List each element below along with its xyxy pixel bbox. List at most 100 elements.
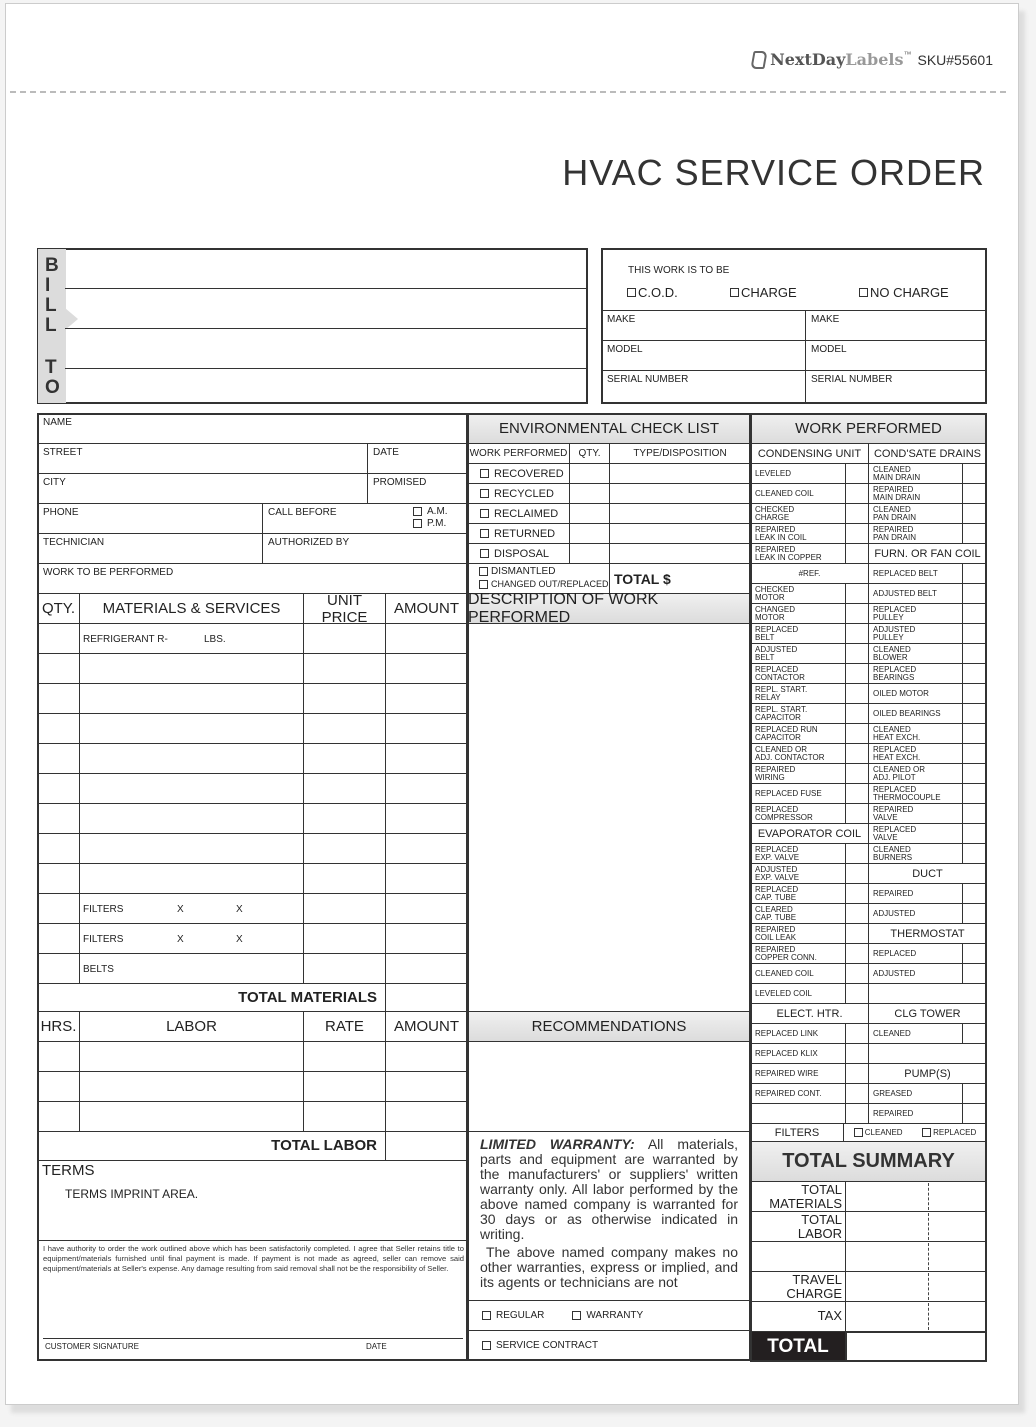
total-summary-title: TOTAL SUMMARY <box>750 1141 987 1182</box>
filters-replaced-option: REPLACED <box>922 1127 977 1138</box>
checkbox[interactable] <box>853 1128 863 1138</box>
checkbox[interactable] <box>482 1311 491 1320</box>
warranty-body-2: The above named company makes no other w… <box>480 1244 738 1290</box>
materials-row-text: FILTERS X X <box>79 923 304 954</box>
changed-label: CHANGED OUT/REPLACED <box>491 579 609 589</box>
am-option: A.M. <box>413 505 464 518</box>
make-field-right: MAKE <box>805 310 987 341</box>
materials-row-label: LBS. <box>204 634 226 645</box>
checkbox[interactable] <box>480 489 489 498</box>
changed-option: CHANGED OUT/REPLACED <box>479 578 609 590</box>
materials-row-label: X <box>177 904 184 915</box>
pm-option: P.M. <box>413 517 464 530</box>
summary-divider <box>928 1183 929 1210</box>
checkbox[interactable] <box>482 1341 491 1350</box>
checkbox[interactable] <box>859 288 868 297</box>
bill-to-letter: T <box>45 357 57 378</box>
serial-field-left: SERIAL NUMBER <box>601 370 806 404</box>
materials-row-label: FILTERS <box>83 904 124 915</box>
work-type-option: NO CHARGE <box>859 284 980 301</box>
summary-divider <box>928 1303 929 1330</box>
materials-row-label: X <box>236 934 243 945</box>
summary-divider <box>928 1243 929 1270</box>
dismantled-option: DISMANTLED <box>479 566 609 578</box>
bill-to-line <box>65 328 588 329</box>
pm-label: P.M. <box>427 518 447 529</box>
env-item-label: RECOVERED <box>494 467 564 480</box>
warranty-lead: LIMITED WARRANTY: <box>480 1136 635 1152</box>
checkbox[interactable] <box>413 507 422 516</box>
bill-to-letter: O <box>45 377 60 398</box>
bill-to-letter: I <box>45 275 51 296</box>
materials-row-label: X <box>236 904 243 915</box>
materials-row-label: FILTERS <box>83 934 124 945</box>
checkbox[interactable] <box>480 469 489 478</box>
serial-field-right: SERIAL NUMBER <box>805 370 987 404</box>
bill-to-letter: B <box>45 255 59 276</box>
filters-cleaned-option: CLEANED <box>853 1127 903 1138</box>
checkbox[interactable] <box>479 580 488 590</box>
regular-label: REGULAR <box>496 1310 545 1321</box>
filters-cleaned-label: CLEANED <box>864 1127 903 1137</box>
terms-heading: TERMS <box>42 1162 95 1179</box>
checkbox[interactable] <box>627 288 636 297</box>
checkbox[interactable] <box>480 509 489 518</box>
env-checklist-title: ENVIRONMENTAL CHECK LIST <box>467 413 751 444</box>
customer-signature-label: CUSTOMER SIGNATURE <box>45 1342 139 1351</box>
filters-replaced-label: REPLACED <box>933 1127 977 1137</box>
checkbox[interactable] <box>922 1128 932 1138</box>
env-item-label: RECYCLED <box>494 487 554 500</box>
materials-row-label: BELTS <box>83 964 114 975</box>
summary-divider <box>928 1213 929 1240</box>
checkbox[interactable] <box>730 288 739 297</box>
bill-to-letter: L <box>45 295 57 316</box>
middle-frame <box>467 413 751 1361</box>
description-title: DESCRIPTION OF WORK PERFORMED <box>467 591 751 626</box>
materials-row-text: FILTERS X X <box>79 893 304 924</box>
logo-text-dark: NextDay <box>770 50 846 69</box>
checkbox[interactable] <box>479 566 488 576</box>
checkbox[interactable] <box>413 519 422 528</box>
work-performed-title: WORK PERFORMED <box>750 413 987 444</box>
materials-row-label: REFRIGERANT R- <box>83 634 168 645</box>
make-field-left: MAKE <box>601 310 806 341</box>
dismantled-label: DISMANTLED <box>491 566 556 577</box>
env-item-label: RECLAIMED <box>494 507 559 520</box>
bill-to-box <box>37 248 588 404</box>
service-contract-label: SERVICE CONTRACT <box>496 1340 599 1351</box>
checkbox[interactable] <box>480 549 489 558</box>
am-label: A.M. <box>427 506 448 517</box>
option-label: NO CHARGE <box>870 285 949 300</box>
terms-imprint: TERMS IMPRINT AREA. <box>65 1187 199 1201</box>
materials-row-text: BELTS <box>79 953 304 984</box>
checkbox[interactable] <box>572 1311 582 1320</box>
summary-total-label: TOTAL <box>750 1331 846 1362</box>
option-label: C.O.D. <box>638 285 678 300</box>
signature-line <box>43 1338 463 1339</box>
checkbox[interactable] <box>480 529 489 538</box>
warranty-label: WARRANTY <box>586 1310 644 1321</box>
authorization-text: I have authority to order the work outli… <box>43 1244 464 1273</box>
env-item-label: RETURNED <box>494 527 556 540</box>
bill-to-letter: L <box>45 315 57 336</box>
materials-row-text: REFRIGERANT R- LBS. <box>79 623 304 654</box>
labels-logo-icon <box>750 50 768 69</box>
sku: SKU#55601 <box>917 51 993 68</box>
bill-to-line <box>65 368 588 369</box>
cut-line <box>10 91 1006 93</box>
bill-to-line <box>65 288 588 289</box>
env-item-label: DISPOSAL <box>494 547 550 560</box>
recommendations-title: RECOMMENDATIONS <box>467 1011 751 1042</box>
work-type-option: C.O.D. <box>627 284 748 301</box>
work-type-option: CHARGE <box>730 284 851 301</box>
summary-divider <box>928 1273 929 1300</box>
left-frame <box>37 413 468 1361</box>
warranty-paragraph: LIMITED WARRANTY: All materials, parts a… <box>480 1137 738 1242</box>
signature-date-label: DATE <box>366 1342 387 1351</box>
bill-to-arrow-icon <box>65 308 78 330</box>
warranty-box: LIMITED WARRANTY: All materials, parts a… <box>467 1131 751 1301</box>
work-type-heading: THIS WORK IS TO BE <box>628 265 730 276</box>
option-label: CHARGE <box>741 285 797 300</box>
model-field-right: MODEL <box>805 340 987 371</box>
